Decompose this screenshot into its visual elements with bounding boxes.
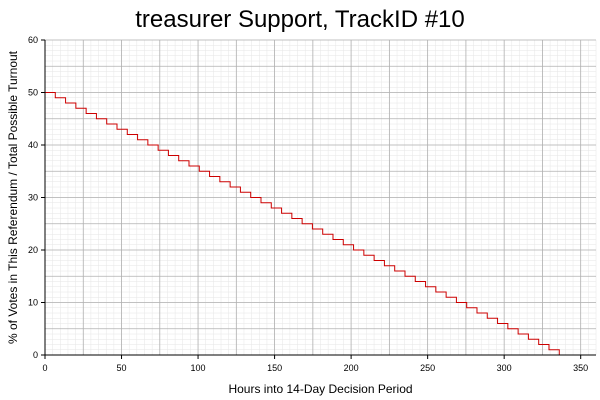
series-line: [45, 92, 575, 356]
y-tick-label: 50: [28, 88, 38, 98]
x-tick-label: 50: [117, 363, 127, 373]
x-tick-label: 100: [191, 363, 206, 373]
y-tick-label: 30: [28, 193, 38, 203]
y-tick-label: 0: [33, 350, 38, 360]
x-tick-label: 350: [573, 363, 588, 373]
x-tick-label: 200: [344, 363, 359, 373]
x-tick-label: 150: [267, 363, 282, 373]
y-tick-label: 20: [28, 245, 38, 255]
series-layer: [45, 92, 575, 356]
chart-title: treasurer Support, TrackID #10: [135, 6, 465, 33]
y-tick-label: 40: [28, 140, 38, 150]
y-axis-title: % of Votes in This Referendum / Total Po…: [6, 50, 20, 344]
y-tick-labels: 0 10 20 30 40 50 60: [28, 35, 45, 360]
x-tick-label: 300: [497, 363, 512, 373]
x-tick-labels: 0 50 100 150 200 250 300 350: [42, 355, 588, 373]
x-axis-title: Hours into 14-Day Decision Period: [228, 382, 412, 396]
x-tick-label: 250: [420, 363, 435, 373]
y-tick-label: 10: [28, 298, 38, 308]
y-tick-label: 60: [28, 35, 38, 45]
x-tick-label: 0: [42, 363, 47, 373]
